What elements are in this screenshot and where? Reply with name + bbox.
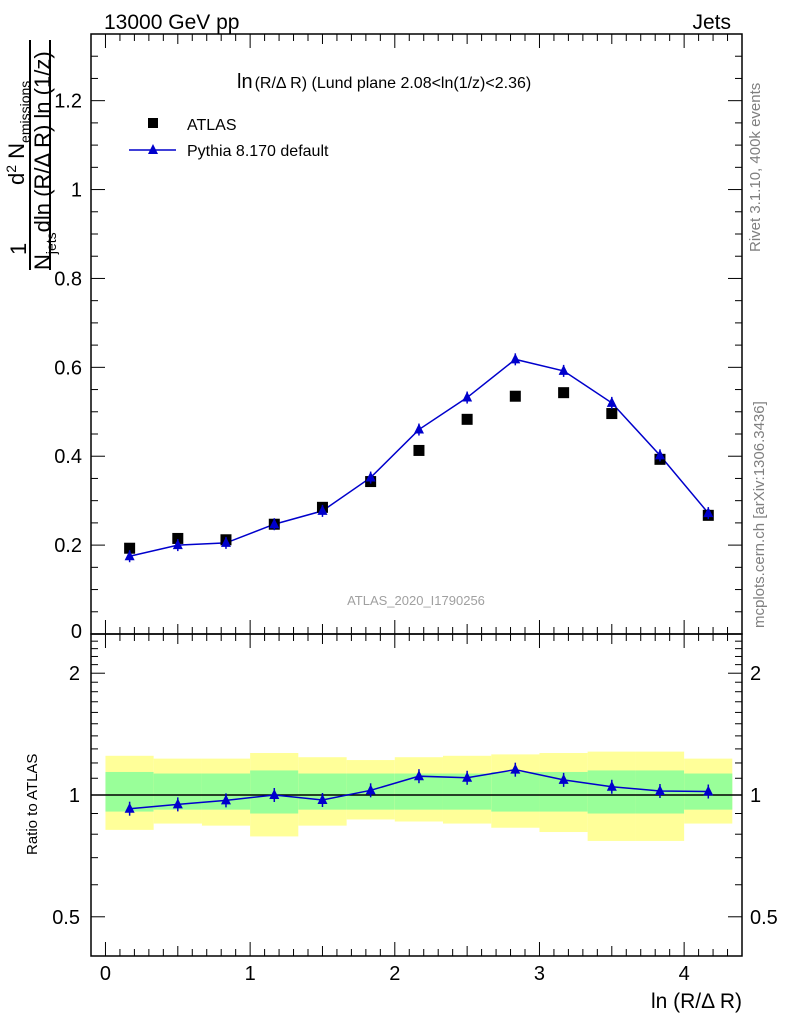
ratio-band-inner: [491, 771, 540, 812]
ylabel-numerator: 1: [6, 243, 31, 255]
atlas-point: [413, 444, 425, 456]
ratio-pythia-point: [365, 784, 376, 795]
pythia-line: [129, 358, 709, 557]
header-left: 13000 GeV pp: [104, 11, 239, 34]
pythia-point: [654, 449, 665, 460]
y-tick-label: 0: [71, 621, 82, 643]
ratio-y-tick-label: 1: [69, 785, 80, 807]
pythia-point: [172, 539, 183, 550]
legend-atlas-marker: [148, 118, 158, 128]
y-tick-label: 0.8: [54, 268, 82, 290]
legend-pythia-label: Pythia 8.170 default: [187, 143, 329, 160]
y-tick-label: 1.2: [54, 91, 82, 113]
ratio-ylabel: Ratio to ATLAS: [24, 754, 41, 855]
x-axis-label: ln (R/Δ R): [651, 990, 742, 1013]
ratio-pythia-point: [220, 794, 231, 805]
pythia-point: [606, 396, 617, 407]
x-tick-label: 0: [100, 963, 111, 985]
ratio-pythia-point: [317, 793, 328, 804]
ratio-y-tick-label-right: 0.5: [750, 907, 778, 929]
ratio-pythia-point: [558, 773, 569, 784]
legend-pythia-marker: [148, 144, 158, 154]
pythia-point: [220, 536, 231, 547]
ratio-y-tick-label-right: 2: [750, 663, 761, 685]
y-tick-label: 1: [71, 180, 82, 202]
ratio-pythia-point: [606, 780, 617, 791]
pythia-point: [124, 550, 135, 561]
atlas-point: [606, 408, 618, 420]
ratio-pythia-point: [413, 770, 424, 781]
ratio-frame: [90, 633, 743, 957]
ratio-y-tick-label: 0.5: [52, 907, 80, 929]
y-tick-label: 0.6: [54, 357, 82, 379]
atlas-point: [124, 542, 136, 554]
x-tick-label: 4: [679, 963, 690, 985]
x-tick-label: 3: [534, 963, 545, 985]
ratio-panel: 0 1 2 3 4 0.5 0.5 1 1 2 2: [52, 633, 778, 985]
pythia-point: [365, 471, 376, 482]
ylabel-denominator: Njetsdln (R/Δ R) ln (1/z): [30, 51, 59, 270]
pythia-point: [462, 391, 473, 402]
legend-atlas-label: ATLAS: [187, 117, 237, 134]
y-tick-label: 0.4: [54, 446, 82, 468]
x-tick-label: 2: [389, 963, 400, 985]
rivet-label: Rivet 3.1.10, 400k events: [747, 83, 764, 252]
pythia-point: [413, 423, 424, 434]
atlas-point: [172, 532, 184, 544]
legend: ATLAS Pythia 8.170 default: [129, 117, 329, 160]
ratio-y-tick-label: 2: [69, 663, 80, 685]
atlas-point: [558, 387, 570, 399]
pythia-point: [510, 353, 521, 364]
x-tick-label: 1: [245, 963, 256, 985]
ratio-pythia-point: [124, 802, 135, 813]
ratio-pythia-point: [703, 785, 714, 796]
plot-title: ln (R/Δ R) (Lund plane 2.08<ln(1/z)<2.36): [237, 71, 531, 93]
ratio-y-tick-label-right: 1: [750, 785, 761, 807]
y-tick-label: 0.2: [54, 535, 82, 557]
pythia-point: [317, 504, 328, 515]
ylabel-numerator2: d2 Nemissions: [3, 81, 33, 185]
header-right: Jets: [692, 11, 731, 34]
ratio-pythia-point: [172, 798, 183, 809]
ratio-pythia-point: [654, 785, 665, 796]
pythia-point: [269, 518, 280, 529]
ratio-pythia-point: [510, 763, 521, 774]
ratio-pythia-point: [269, 789, 280, 799]
atlas-point: [461, 413, 473, 425]
pythia-point: [558, 364, 569, 375]
pythia-point: [703, 507, 714, 518]
ratio-pythia-point: [462, 771, 473, 782]
analysis-watermark: ATLAS_2020_I1790256: [347, 593, 485, 608]
atlas-point: [509, 390, 521, 402]
main-panel: 0 0.2 0.4 0.6 0.8 1 1.2: [54, 33, 743, 643]
source-label: mcplots.cern.ch [arXiv:1306.3436]: [751, 401, 768, 628]
main-ylabel: 1 Njetsdln (R/Δ R) ln (1/z) d2 Nemission…: [3, 40, 59, 270]
